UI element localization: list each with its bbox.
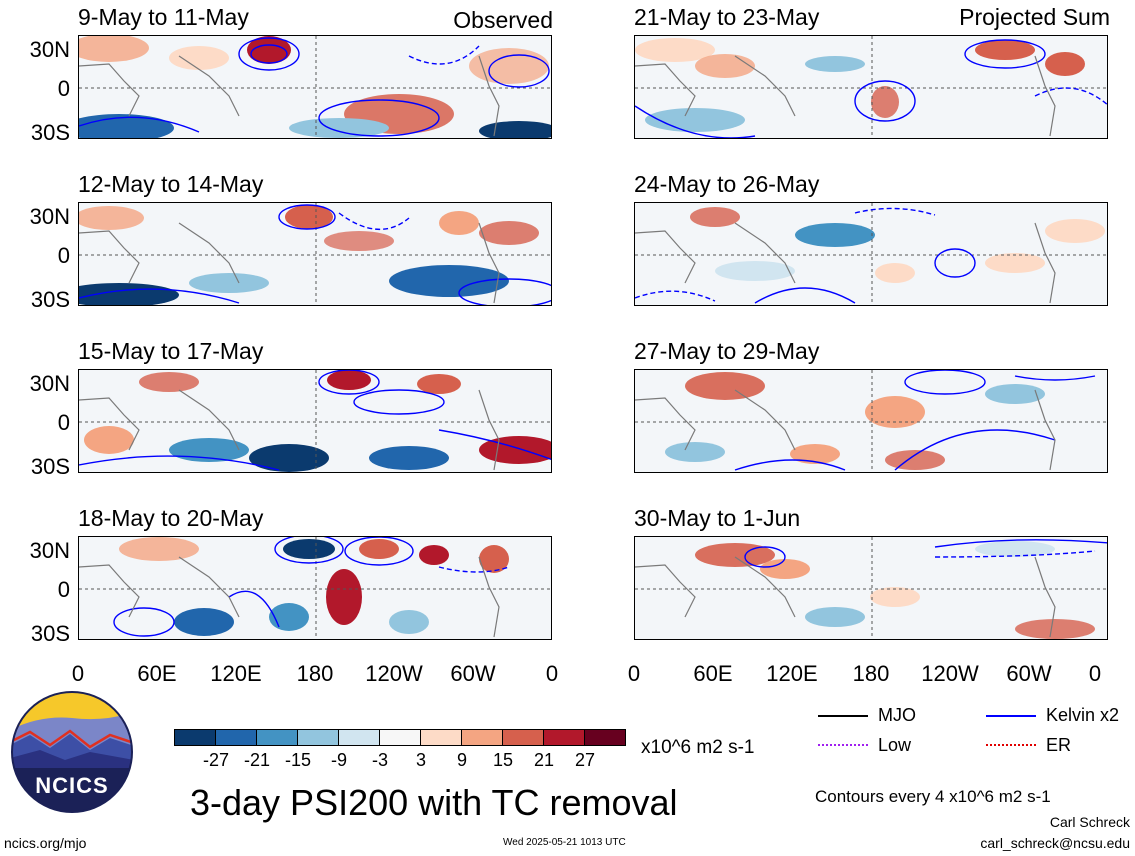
legend-swatch-kelvin bbox=[986, 715, 1036, 717]
map-field bbox=[79, 203, 551, 305]
ncics-logo: NCICS bbox=[10, 690, 134, 814]
legend-label-kelvin: Kelvin x2 bbox=[1046, 705, 1120, 725]
map-field bbox=[635, 203, 1107, 305]
lat-tick: 30S bbox=[30, 454, 70, 479]
colorbar-tick: 15 bbox=[492, 750, 514, 770]
colorbar-swatch bbox=[338, 730, 379, 745]
colorbar-tick: -3 bbox=[371, 750, 388, 770]
logo-emblem-icon bbox=[11, 691, 133, 813]
panel-label: Observed bbox=[453, 7, 553, 33]
map-panel bbox=[634, 202, 1108, 306]
lon-tick: 0 bbox=[627, 661, 641, 686]
lat-tick: 30S bbox=[30, 287, 70, 312]
colorbar-tick: 3 bbox=[415, 750, 426, 770]
lat-tick: 0 bbox=[57, 243, 70, 268]
colorbar-swatch bbox=[420, 730, 461, 745]
lat-tick: 0 bbox=[57, 410, 70, 435]
lon-tick: 60W bbox=[1006, 661, 1052, 686]
colorbar-swatch bbox=[297, 730, 338, 745]
lat-tick: 0 bbox=[57, 577, 70, 602]
lon-tick: 0 bbox=[545, 661, 559, 686]
panel-title: 9-May to 11-May bbox=[78, 4, 249, 30]
colorbar-swatch bbox=[256, 730, 297, 745]
lat-tick: 30S bbox=[30, 120, 70, 145]
map-panel bbox=[78, 369, 552, 473]
lon-tick: 60E bbox=[137, 661, 177, 686]
map-field bbox=[79, 537, 551, 639]
colorbar-tick: -9 bbox=[330, 750, 347, 770]
map-panel bbox=[634, 536, 1108, 640]
legend-label-mjo: MJO bbox=[878, 705, 916, 725]
colorbar-tick: 27 bbox=[574, 750, 596, 770]
lat-tick: 30N bbox=[29, 204, 70, 229]
panel-title: 12-May to 14-May bbox=[78, 171, 264, 197]
lat-tick: 30N bbox=[29, 371, 70, 396]
lon-tick: 120W bbox=[921, 661, 979, 686]
lat-tick: 30N bbox=[29, 37, 70, 62]
panel-title: 24-May to 26-May bbox=[634, 171, 820, 197]
lat-tick: 30S bbox=[30, 621, 70, 646]
footer-author: Carl Schreck bbox=[1049, 814, 1130, 830]
map-field bbox=[79, 36, 551, 138]
lon-tick: 120E bbox=[766, 661, 818, 686]
map-panel bbox=[78, 202, 552, 306]
panel-title: 30-May to 1-Jun bbox=[634, 505, 801, 531]
map-field bbox=[635, 370, 1107, 472]
colorbar-swatch bbox=[175, 730, 215, 745]
contour-note: Contours every 4 x10^6 m2 s-1 bbox=[815, 787, 1051, 806]
colorbar-tick: -27 bbox=[202, 750, 229, 770]
colorbar-swatch bbox=[461, 730, 502, 745]
map-field bbox=[79, 370, 551, 472]
footer-email[interactable]: carl_schreck@ncsu.edu bbox=[980, 835, 1130, 851]
panel-title: 27-May to 29-May bbox=[634, 338, 820, 364]
colorbar-units: x10^6 m2 s-1 bbox=[641, 737, 755, 758]
legend-label-er: ER bbox=[1046, 735, 1072, 755]
map-field bbox=[635, 36, 1107, 138]
map-panel bbox=[634, 369, 1108, 473]
legend-swatch-low bbox=[818, 744, 868, 746]
panel-title: 21-May to 23-May bbox=[634, 4, 820, 30]
lon-tick: 180 bbox=[852, 661, 890, 686]
colorbar-tick: 9 bbox=[456, 750, 467, 770]
panel-title: 18-May to 20-May bbox=[78, 505, 264, 531]
panel-label: Projected Sum bbox=[959, 4, 1110, 30]
legend-swatch-mjo bbox=[818, 715, 868, 717]
panel-title: 15-May to 17-May bbox=[78, 338, 264, 364]
colorbar-swatch bbox=[502, 730, 543, 745]
colorbar-swatch bbox=[543, 730, 584, 745]
colorbar bbox=[174, 729, 626, 746]
lat-tick: 0 bbox=[57, 76, 70, 101]
map-panel bbox=[78, 35, 552, 139]
figure-title: 3-day PSI200 with TC removal bbox=[190, 782, 678, 823]
lon-tick: 60E bbox=[693, 661, 733, 686]
map-panel bbox=[78, 536, 552, 640]
footer-timestamp: Wed 2025-05-21 1013 UTC bbox=[503, 837, 626, 848]
colorbar-swatch bbox=[215, 730, 256, 745]
colorbar-swatch bbox=[379, 730, 420, 745]
footer-url[interactable]: ncics.org/mjo bbox=[4, 835, 87, 851]
lon-tick: 180 bbox=[296, 661, 334, 686]
colorbar-tick: -21 bbox=[243, 750, 270, 770]
map-field bbox=[635, 537, 1107, 639]
lon-tick: 120W bbox=[365, 661, 423, 686]
colorbar-tick: -15 bbox=[284, 750, 311, 770]
colorbar-tick: 21 bbox=[533, 750, 555, 770]
lon-tick: 0 bbox=[1088, 661, 1102, 686]
lon-tick: 0 bbox=[71, 661, 85, 686]
map-panel bbox=[634, 35, 1108, 139]
legend-label-low: Low bbox=[878, 735, 912, 755]
colorbar-swatch bbox=[584, 730, 625, 745]
logo-text: NCICS bbox=[35, 773, 109, 798]
lat-tick: 30N bbox=[29, 538, 70, 563]
lon-tick: 60W bbox=[450, 661, 496, 686]
lon-tick: 120E bbox=[210, 661, 262, 686]
legend-swatch-er bbox=[986, 744, 1036, 746]
